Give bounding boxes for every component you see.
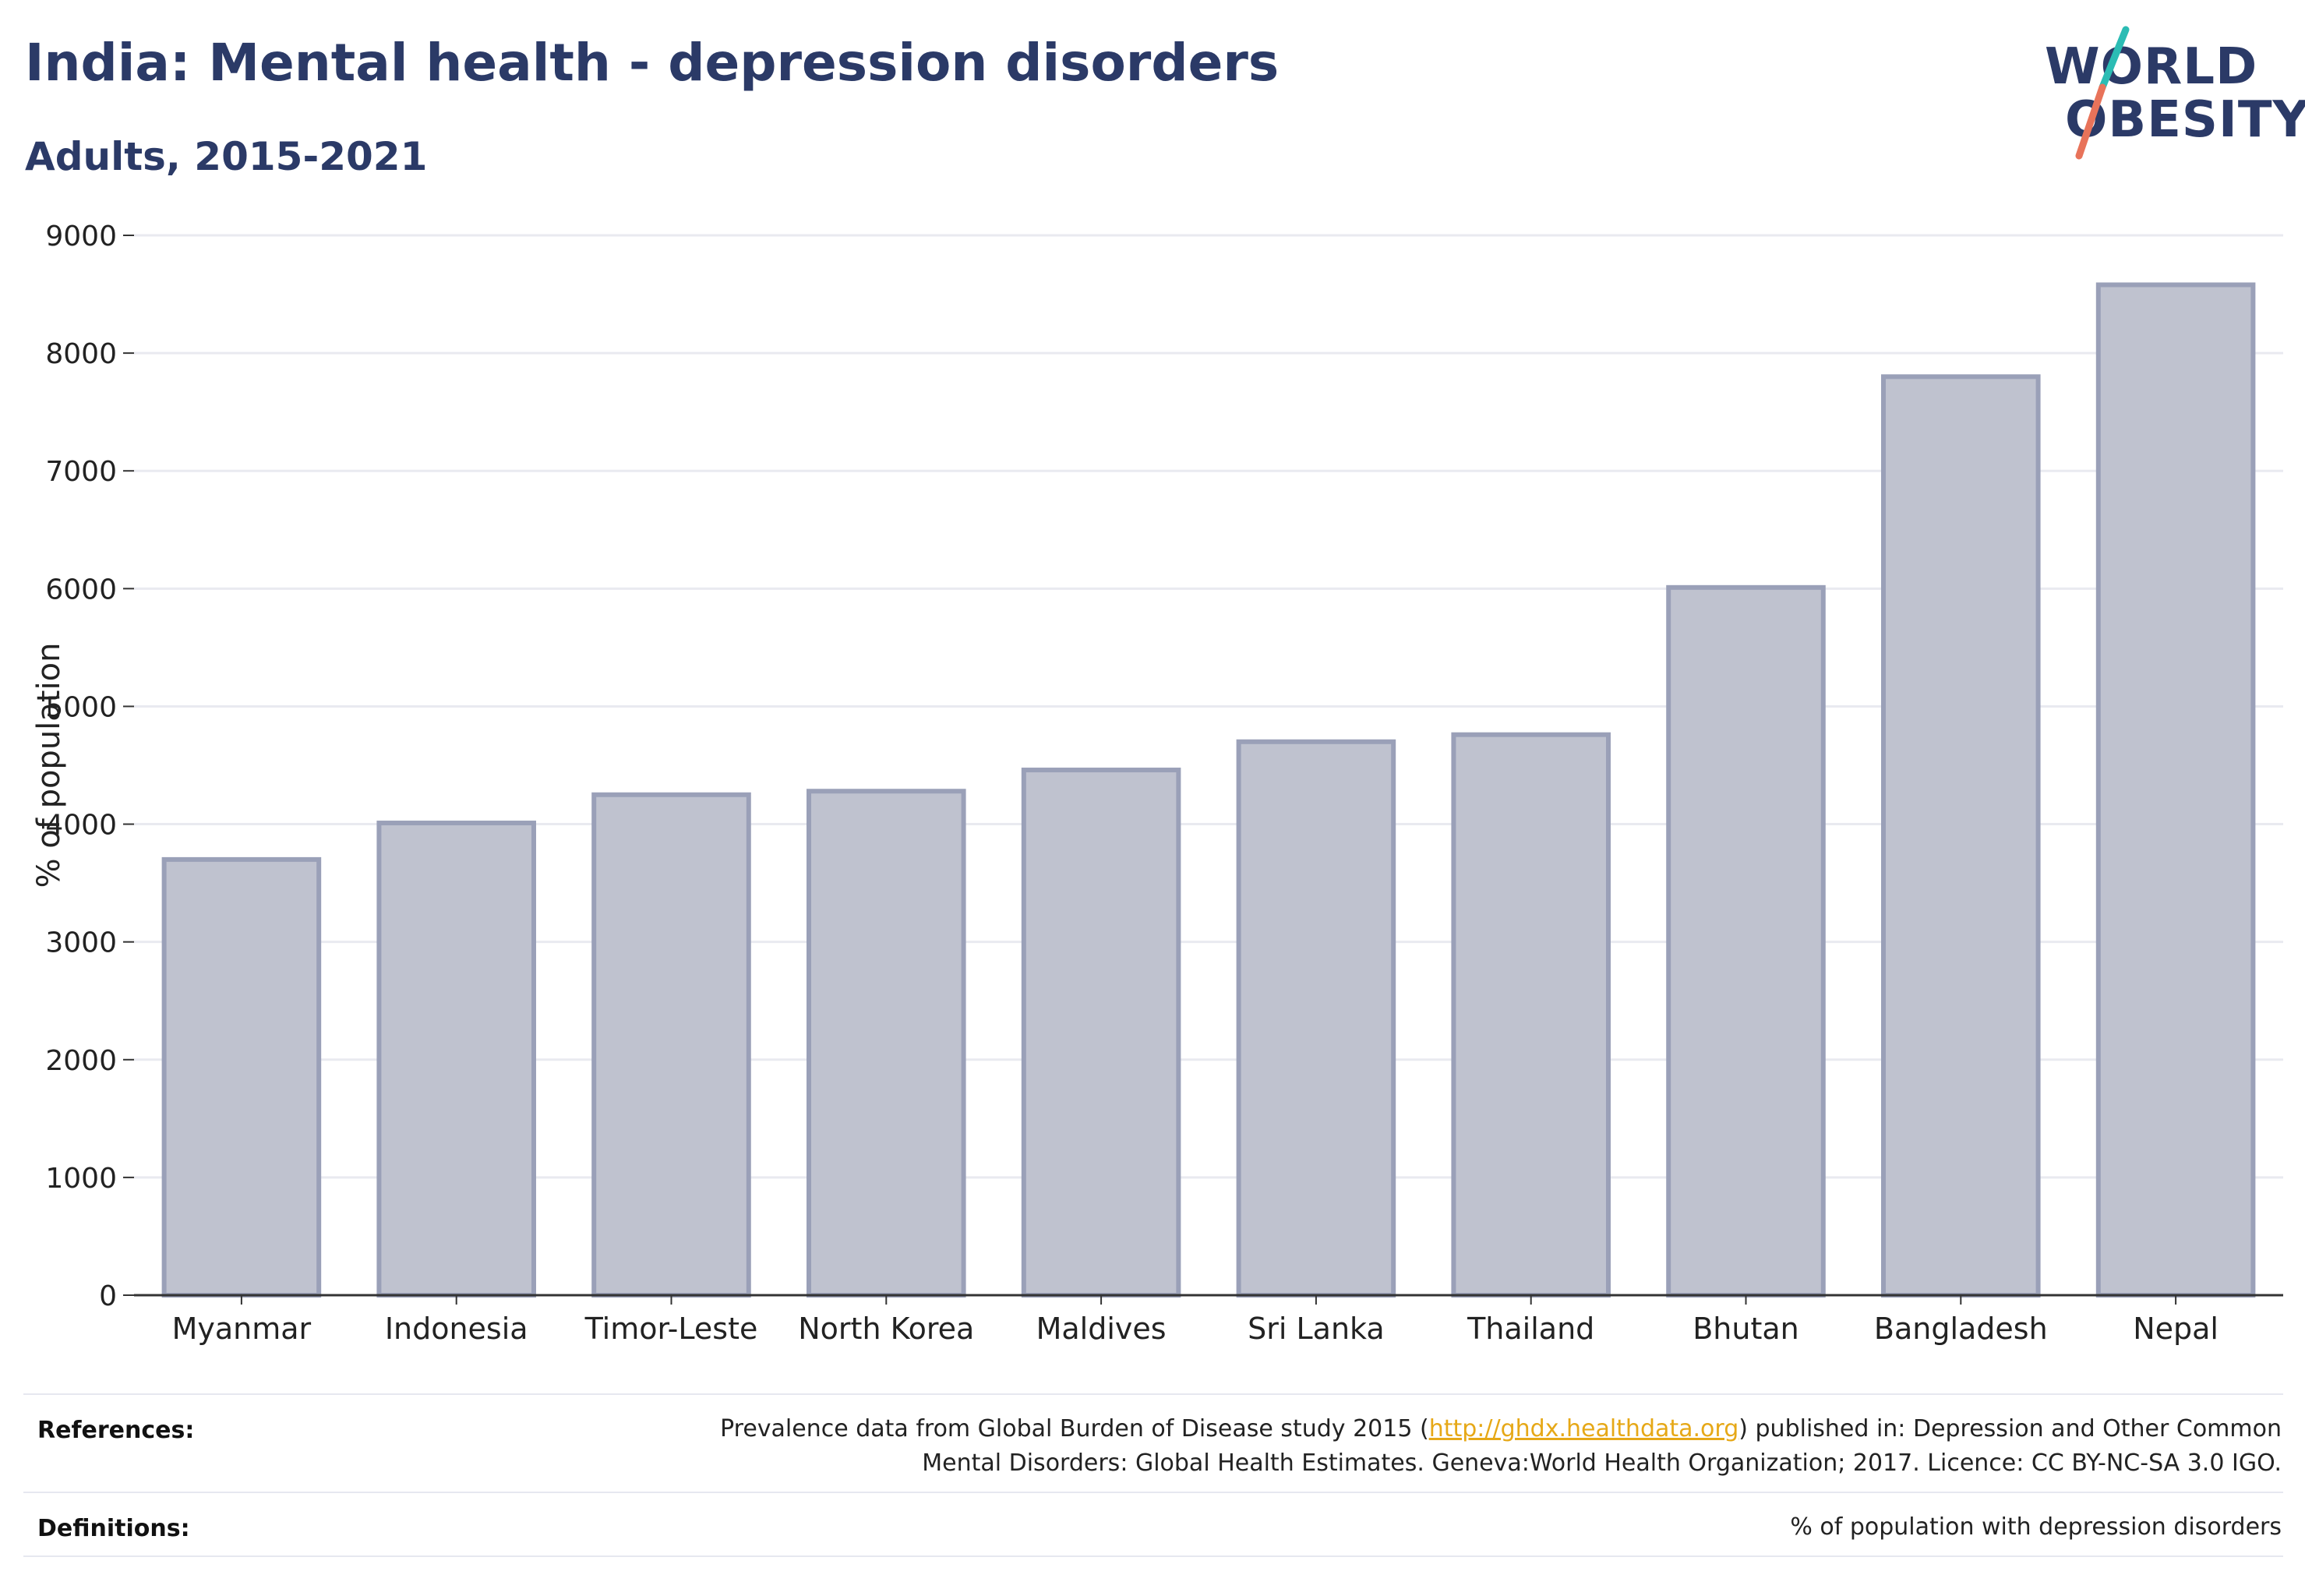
y-tick-label: 1000 [45, 1163, 117, 1195]
x-axis-ticks: Myanmar Indonesia Timor-Leste North Korea Ma… [172, 1295, 2219, 1346]
x-tick-label: Bhutan [1693, 1312, 1799, 1346]
footer-divider-middle [23, 1492, 2283, 1493]
bar-sri-lanka [1236, 739, 1396, 1298]
x-tick-label: Indonesia [385, 1312, 528, 1346]
bar-north-korea [807, 789, 966, 1298]
chart-title: India: Mental health - depression disord… [25, 33, 1280, 93]
y-axis-label: % of population [31, 643, 67, 888]
bar-myanmar [161, 856, 322, 1298]
x-tick-label: Sri Lanka [1248, 1312, 1385, 1346]
bar-bhutan [1666, 584, 1826, 1298]
bars [161, 282, 2256, 1298]
y-tick-label: 0 [99, 1280, 117, 1312]
y-tick-label: 2000 [45, 1045, 117, 1077]
x-tick-label: Thailand [1467, 1312, 1594, 1346]
references-text: Prevalence data from Global Burden of Di… [567, 1412, 2282, 1481]
x-tick-label: Nepal [2133, 1312, 2219, 1346]
y-tick-label: 8000 [45, 338, 117, 370]
x-tick-label: Bangladesh [1874, 1312, 2048, 1346]
references-text-start: Prevalence data from Global Burden of Di… [720, 1415, 1429, 1442]
bar-maldives [1021, 768, 1181, 1298]
definitions-text: % of population with depression disorder… [1790, 1513, 2282, 1541]
x-tick-label: Timor-Leste [584, 1312, 758, 1346]
definitions-label: Definitions: [37, 1515, 190, 1542]
x-tick-label: Myanmar [172, 1312, 312, 1346]
chart-subtitle: Adults, 2015-2021 [25, 134, 428, 179]
logo-line-1: WORLD [2045, 38, 2258, 96]
footer-divider-top [23, 1393, 2283, 1395]
bar-thailand [1451, 732, 1611, 1298]
bar-indonesia [376, 821, 536, 1298]
y-tick-label: 9000 [45, 221, 117, 252]
y-tick-label: 3000 [45, 927, 117, 959]
bar-timor-leste [591, 792, 751, 1298]
bar-chart: 0 1000 2000 3000 4000 5000 6000 7000 8000 9000 My… [31, 221, 2283, 1346]
y-tick-label: 6000 [45, 574, 117, 606]
x-tick-label: North Korea [798, 1312, 974, 1346]
y-tick-label: 5000 [45, 691, 117, 723]
bar-nepal [2095, 282, 2256, 1298]
world-obesity-logo: WORLD OBESITY [2034, 23, 2305, 164]
y-tick-label: 7000 [45, 456, 117, 488]
references-text-end: ) published in: Depression and Other Com… [1738, 1415, 2282, 1442]
y-axis-ticks: 0 1000 2000 3000 4000 5000 6000 7000 8000 9000 [45, 221, 134, 1312]
y-tick-label: 4000 [45, 810, 117, 842]
references-link[interactable]: http://ghdx.healthdata.org [1428, 1415, 1739, 1442]
logo-slash-icon [2075, 26, 2130, 160]
bar-bangladesh [1881, 374, 2041, 1298]
references-label: References: [37, 1417, 195, 1444]
x-tick-label: Maldives [1036, 1312, 1167, 1346]
footer-divider-bottom [23, 1555, 2283, 1557]
logo-line-2: OBESITY [2065, 91, 2305, 149]
references-text-line2: Mental Disorders: Global Health Estimate… [922, 1449, 2282, 1477]
